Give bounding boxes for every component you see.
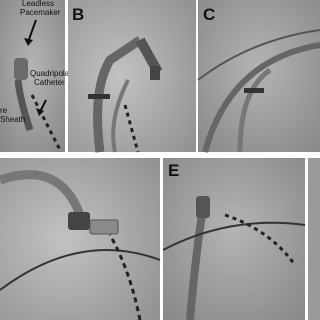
panel-label: C bbox=[203, 5, 215, 24]
panel-d bbox=[0, 158, 161, 320]
annotation: Leadless Pacemaker bbox=[20, 0, 61, 17]
panel-f bbox=[308, 158, 320, 320]
panel-b: B bbox=[68, 0, 196, 153]
panel-e: E bbox=[162, 158, 306, 320]
panel-label: E bbox=[168, 161, 179, 180]
panel-a: Leadless Pacemaker Quadripolar Catheter re… bbox=[0, 0, 72, 152]
annotation: re Sheath bbox=[0, 106, 25, 124]
panel-c: C bbox=[197, 0, 320, 153]
annotation: Quadripolar Catheter bbox=[30, 69, 72, 87]
panel-label: B bbox=[72, 5, 84, 24]
